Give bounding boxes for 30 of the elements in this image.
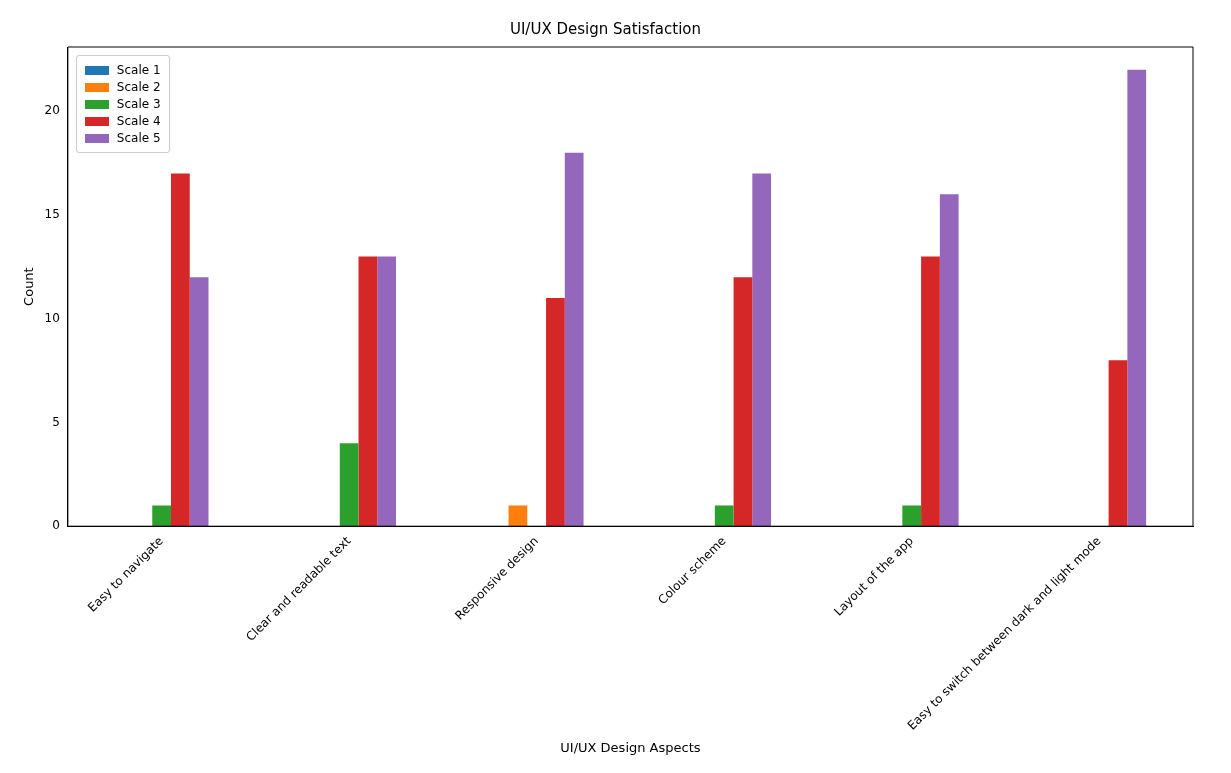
bar — [377, 256, 397, 527]
chart-title: UI/UX Design Satisfaction — [509, 19, 702, 38]
bar — [939, 194, 959, 527]
y-tick-label: 5 — [52, 414, 60, 429]
legend-label: Scale 4 — [116, 114, 161, 128]
bar — [1127, 69, 1147, 527]
bar — [358, 256, 378, 527]
bar — [564, 152, 584, 527]
x-axis-title: UI/UX Design Aspects — [560, 739, 701, 755]
legend-label: Scale 3 — [116, 97, 161, 111]
y-tick-label: 15 — [44, 207, 60, 222]
legend-label: Scale 5 — [116, 131, 161, 145]
y-tick-label: 20 — [44, 103, 60, 118]
legend-label: Scale 1 — [116, 63, 161, 77]
bar — [189, 277, 209, 527]
bar — [921, 256, 940, 527]
bar — [339, 443, 359, 527]
bar — [714, 505, 734, 527]
bar — [902, 505, 922, 527]
bar — [171, 173, 190, 527]
bar — [508, 505, 528, 527]
legend-label: Scale 2 — [116, 80, 161, 94]
bar — [152, 505, 172, 527]
bar — [546, 298, 565, 527]
y-tick-label: 10 — [44, 310, 60, 325]
y-axis-title: Count — [21, 267, 37, 306]
bar — [752, 173, 772, 527]
y-tick-label: 0 — [52, 518, 60, 533]
bar — [733, 277, 753, 527]
bar — [1108, 360, 1128, 527]
